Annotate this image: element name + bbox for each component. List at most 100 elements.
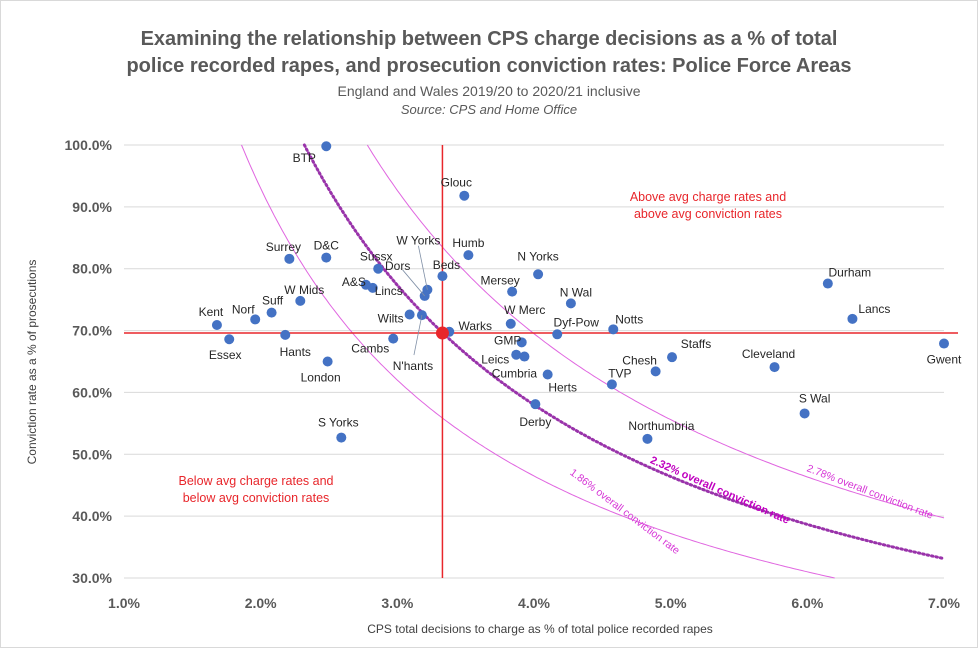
y-tick-label: 40.0% xyxy=(72,508,112,524)
chart-source: Source: CPS and Home Office xyxy=(400,102,578,117)
point-label: Suff xyxy=(262,294,284,308)
point-label: GMP xyxy=(494,333,521,347)
data-point xyxy=(822,278,833,289)
y-tick-label: 100.0% xyxy=(65,137,113,153)
point-label: Surrey xyxy=(266,240,301,254)
annotation-top-right: above avg conviction rates xyxy=(634,207,782,221)
iso-conviction-curve xyxy=(241,144,835,579)
point-label: Essex xyxy=(209,348,242,362)
leader-line xyxy=(413,315,423,356)
data-point xyxy=(322,356,333,367)
data-point xyxy=(511,349,522,360)
point-label: Cambs xyxy=(351,342,389,356)
y-tick-label: 50.0% xyxy=(72,446,112,462)
data-point xyxy=(459,190,470,201)
data-point xyxy=(388,333,399,344)
data-point xyxy=(463,250,474,261)
data-point xyxy=(552,329,563,340)
point-label: Dors xyxy=(385,259,410,273)
point-label: Wilts xyxy=(378,311,404,325)
data-point xyxy=(650,366,661,377)
point-label: N'hants xyxy=(393,359,433,373)
point-label: Beds xyxy=(433,258,460,272)
data-point xyxy=(211,320,222,331)
chart-subtitle: England and Wales 2019/20 to 2020/21 inc… xyxy=(337,83,641,99)
curve-label: 2.78% overall conviction rate xyxy=(805,463,935,522)
data-point xyxy=(519,351,530,362)
x-tick-label: 1.0% xyxy=(108,595,140,611)
point-label: Gwent xyxy=(927,353,962,367)
point-label: Staffs xyxy=(681,337,711,351)
point-label: Cumbria xyxy=(492,367,538,381)
point-label: Durham xyxy=(828,266,871,280)
data-point xyxy=(542,369,553,380)
annotations: Above avg charge rates and above avg conv… xyxy=(179,190,787,505)
point-label: Herts xyxy=(548,380,577,394)
chart-title-line-2: police recorded rapes, and prosecution c… xyxy=(126,55,852,77)
point-label: S Wal xyxy=(799,391,831,405)
data-point xyxy=(667,352,678,363)
data-point xyxy=(266,307,277,318)
point-label: Warks xyxy=(458,319,492,333)
data-point xyxy=(437,271,448,282)
point-label: Lancs xyxy=(858,302,890,316)
y-tick-label: 60.0% xyxy=(72,384,112,400)
data-point xyxy=(507,286,518,297)
point-label: Humb xyxy=(452,236,484,250)
x-tick-label: 4.0% xyxy=(518,595,550,611)
iso-conviction-curve xyxy=(302,143,946,561)
curve-label: 1.86% overall conviction rate xyxy=(567,467,682,557)
point-label: D&C xyxy=(314,239,340,253)
data-point xyxy=(642,433,653,444)
data-point xyxy=(606,379,617,390)
title-block: Examining the relationship between CPS c… xyxy=(0,26,978,118)
data-point xyxy=(321,252,332,263)
data-point xyxy=(250,314,261,325)
data-point xyxy=(373,263,384,274)
x-tick-label: 7.0% xyxy=(928,595,960,611)
point-label: Glouc xyxy=(441,176,472,190)
point-label: Dyf-Pow xyxy=(554,315,600,329)
data-point xyxy=(367,282,378,293)
grid-layer xyxy=(124,144,944,579)
data-point xyxy=(336,432,347,443)
data-point xyxy=(224,334,235,345)
iso-conviction-curve xyxy=(366,144,945,519)
point-label: Northumbria xyxy=(628,419,694,433)
y-tick-label: 90.0% xyxy=(72,199,112,215)
average-lines xyxy=(124,145,958,578)
y-tick-label: 70.0% xyxy=(72,323,112,339)
data-point xyxy=(505,318,516,329)
data-point xyxy=(530,399,541,410)
point-label: W Mids xyxy=(284,283,324,297)
data-point xyxy=(769,362,780,373)
leader-line xyxy=(418,245,428,290)
data-points xyxy=(211,141,949,444)
leader-line xyxy=(402,269,425,297)
data-point xyxy=(565,298,576,309)
data-point xyxy=(939,338,949,349)
data-point xyxy=(533,269,544,280)
point-label: Kent xyxy=(199,305,224,319)
x-tick-label: 3.0% xyxy=(381,595,413,611)
y-tick-label: 80.0% xyxy=(72,261,112,277)
point-label: N Wal xyxy=(560,285,592,299)
point-label: S Yorks xyxy=(318,416,359,430)
data-point xyxy=(280,329,291,340)
point-label: TVP xyxy=(608,366,631,380)
point-labels: BTP Glouc Surrey D&C Sussx Humb Beds N Yorks W Y… xyxy=(199,151,962,433)
data-point xyxy=(608,324,619,335)
point-label: W Yorks xyxy=(396,234,440,248)
y-tick-label: 30.0% xyxy=(72,570,112,586)
data-point xyxy=(284,253,295,264)
data-point xyxy=(404,309,415,320)
point-label: W Merc xyxy=(504,303,545,317)
average-point xyxy=(435,326,449,340)
data-point xyxy=(516,337,527,348)
annotation-bottom-left: below avg conviction rates xyxy=(183,491,330,505)
point-label: Norf xyxy=(232,302,255,316)
data-point xyxy=(799,408,810,419)
